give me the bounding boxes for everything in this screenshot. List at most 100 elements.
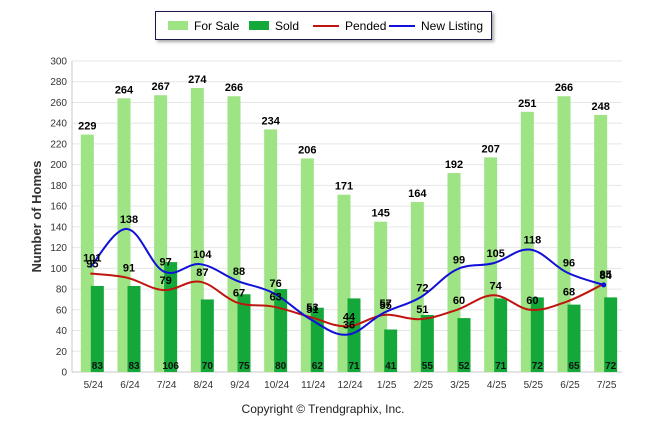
line-new-listing <box>89 227 604 336</box>
data-label-for-sale: 192 <box>445 159 463 171</box>
data-label-pended: 87 <box>196 267 208 279</box>
bar-sold <box>237 294 251 372</box>
data-label-new-listing: 88 <box>233 266 245 278</box>
x-tick-label: 4/25 <box>487 380 507 391</box>
bar-for-sale <box>337 194 351 372</box>
legend-swatch-for-sale <box>168 21 188 30</box>
bar-for-sale <box>447 172 461 372</box>
bar-for-sale <box>264 129 278 372</box>
bar-for-sale <box>594 114 608 372</box>
data-label-new-listing: 99 <box>453 254 465 266</box>
y-tick-label: 0 <box>61 368 67 379</box>
y-tick-label: 100 <box>50 264 67 275</box>
data-label-sold: 72 <box>532 361 544 372</box>
bar-sold <box>420 314 434 372</box>
y-tick-label: 20 <box>56 347 68 358</box>
data-label-new-listing: 51 <box>306 304 318 316</box>
bar-for-sale <box>410 201 424 372</box>
bar-sold <box>347 298 361 372</box>
data-label-for-sale: 248 <box>591 101 609 113</box>
data-label-new-listing: 118 <box>523 235 541 247</box>
legend-label-pended: Pended <box>345 18 387 33</box>
legend-swatch-sold <box>249 21 269 30</box>
bar-for-sale <box>117 98 131 372</box>
y-tick-label: 220 <box>50 139 67 150</box>
data-label-for-sale: 207 <box>481 143 499 155</box>
y-tick-label: 180 <box>50 181 67 192</box>
data-label-for-sale: 171 <box>335 181 353 193</box>
data-label-for-sale: 164 <box>408 188 427 200</box>
data-label-sold: 83 <box>92 361 104 372</box>
data-label-sold: 71 <box>495 361 507 372</box>
data-label-pended: 74 <box>490 280 503 292</box>
bar-sold <box>494 298 508 372</box>
y-axis-title: Number of Homes <box>29 161 44 273</box>
y-tick-label: 160 <box>50 202 67 213</box>
bar-sold <box>200 299 214 372</box>
x-tick-label: 6/24 <box>120 380 140 391</box>
data-label-for-sale: 234 <box>261 115 280 127</box>
bar-for-sale <box>154 95 168 373</box>
data-label-pended: 55 <box>380 300 392 312</box>
data-label-sold: 70 <box>202 361 214 372</box>
bar-for-sale <box>190 87 204 372</box>
x-tick-label: 9/24 <box>230 380 250 391</box>
data-label-sold: 65 <box>568 361 580 372</box>
data-label-new-listing: 104 <box>193 249 212 261</box>
x-tick-label: 7/24 <box>157 380 177 391</box>
data-label-sold: 106 <box>162 361 179 372</box>
data-label-for-sale: 267 <box>151 81 169 93</box>
data-label-sold: 75 <box>238 361 250 372</box>
bar-sold <box>567 304 581 372</box>
data-label-pended: 60 <box>526 295 538 307</box>
x-tick-label: 1/25 <box>377 380 397 391</box>
legend-label-new-listing: New Listing <box>421 18 484 33</box>
data-label-new-listing: 72 <box>416 282 428 294</box>
data-label-sold: 72 <box>605 361 617 372</box>
data-label-for-sale: 206 <box>298 144 316 156</box>
y-tick-label: 280 <box>50 77 67 88</box>
data-label-pended: 44 <box>343 311 356 323</box>
y-tick-label: 300 <box>50 57 67 68</box>
bar-for-sale <box>374 221 388 372</box>
data-label-new-listing: 105 <box>486 248 504 260</box>
legend-item-new-listing: New Listing <box>389 12 483 39</box>
x-tick-label: 8/24 <box>194 380 214 391</box>
data-label-pended: 95 <box>86 259 98 271</box>
data-label-new-listing: 96 <box>563 257 575 269</box>
bar-sold <box>384 329 398 372</box>
x-tick-label: 6/25 <box>560 380 580 391</box>
data-label-new-listing: 84 <box>600 270 613 282</box>
data-label-for-sale: 266 <box>225 82 243 94</box>
x-tick-label: 11/24 <box>301 380 326 391</box>
bar-sold <box>530 297 544 372</box>
chart-legend: For Sale Sold Pended New Listing <box>155 11 492 40</box>
data-label-for-sale: 274 <box>188 74 207 86</box>
y-tick-label: 40 <box>56 326 68 337</box>
x-tick-label: 3/25 <box>450 380 470 391</box>
x-tick-label: 2/25 <box>414 380 434 391</box>
point-new-listing <box>601 282 607 288</box>
data-label-pended: 60 <box>453 295 465 307</box>
legend-item-for-sale: For Sale <box>168 12 239 39</box>
bar-sold <box>604 297 618 372</box>
y-tick-label: 200 <box>50 160 67 171</box>
data-label-pended: 91 <box>123 263 135 275</box>
data-label-sold: 80 <box>275 361 287 372</box>
x-tick-label: 5/24 <box>84 380 104 391</box>
y-tick-label: 240 <box>50 119 67 130</box>
data-label-pended: 67 <box>233 288 245 300</box>
y-tick-label: 120 <box>50 243 67 254</box>
legend-label-for-sale: For Sale <box>194 18 240 33</box>
data-label-sold: 62 <box>312 361 324 372</box>
legend-item-sold: Sold <box>249 12 299 39</box>
y-tick-label: 80 <box>56 285 68 296</box>
data-label-sold: 41 <box>385 361 397 372</box>
data-label-pended: 53 <box>306 302 318 314</box>
data-label-sold: 83 <box>128 361 140 372</box>
data-label-for-sale: 229 <box>78 121 96 133</box>
data-label-new-listing: 57 <box>380 298 392 310</box>
data-label-new-listing: 138 <box>120 214 138 226</box>
data-label-pended: 63 <box>270 292 282 304</box>
data-label-for-sale: 264 <box>115 84 134 96</box>
